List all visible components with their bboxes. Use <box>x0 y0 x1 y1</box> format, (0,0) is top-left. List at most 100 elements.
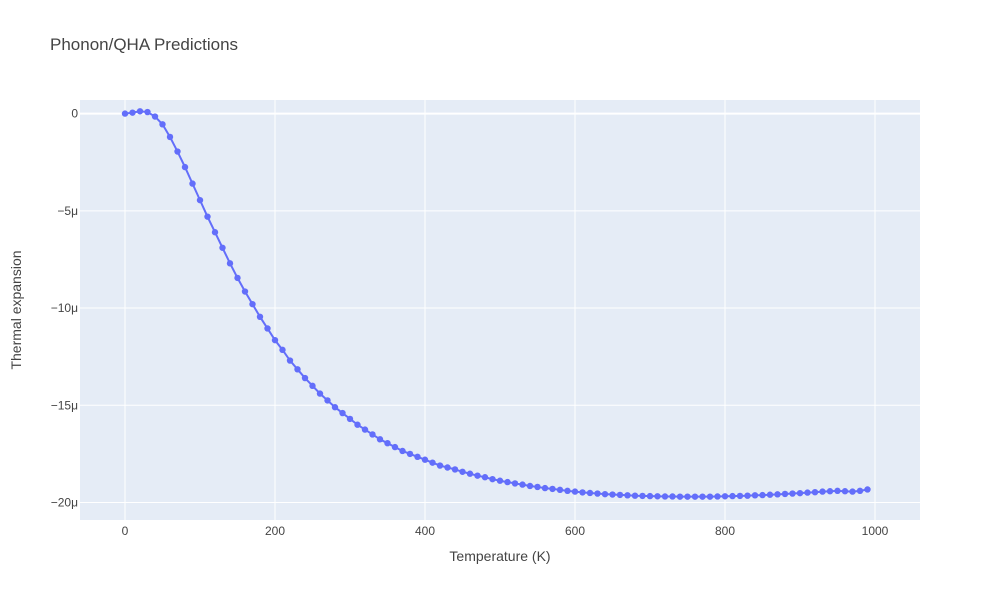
data-point <box>759 491 766 499</box>
data-point <box>474 472 481 479</box>
data-point <box>549 485 556 493</box>
y-tick-label: −20μ <box>51 496 78 510</box>
data-point <box>391 443 399 451</box>
data-point <box>459 468 466 475</box>
data-point <box>129 109 136 116</box>
data-point <box>264 325 271 332</box>
data-point <box>204 213 211 220</box>
data-point <box>669 493 676 500</box>
data-point <box>504 478 511 486</box>
y-axis-title: Thermal expansion <box>8 250 24 369</box>
data-point <box>226 260 234 267</box>
data-point <box>624 492 631 499</box>
data-point <box>421 456 429 463</box>
data-point <box>796 489 804 497</box>
plot-area <box>80 100 920 520</box>
y-axis-ticks: 0 −5μ −10μ −15μ −20μ <box>51 107 79 510</box>
data-point <box>121 110 129 117</box>
data-point <box>189 180 196 187</box>
data-point <box>234 274 241 282</box>
series-markers <box>121 108 871 500</box>
data-point <box>144 108 151 116</box>
chart-title: Phonon/QHA Predictions <box>50 35 238 54</box>
data-point <box>811 488 819 496</box>
y-tick-label: 0 <box>71 107 78 121</box>
data-point <box>781 490 789 498</box>
data-point <box>376 436 384 443</box>
data-point <box>316 390 324 397</box>
data-point <box>856 487 864 495</box>
data-point <box>579 489 586 496</box>
x-tick-label: 600 <box>565 524 585 538</box>
data-point <box>414 453 421 461</box>
y-tick-label: −5μ <box>57 204 78 218</box>
data-point <box>661 493 669 500</box>
data-point <box>406 450 414 458</box>
data-point <box>136 108 144 115</box>
data-point <box>526 482 534 490</box>
data-point <box>166 133 174 141</box>
data-point <box>331 404 339 411</box>
data-point <box>361 426 369 433</box>
data-point <box>211 229 219 236</box>
data-point <box>571 488 579 495</box>
data-point <box>729 492 736 500</box>
data-point <box>601 490 609 498</box>
y-gridlines <box>80 112 920 503</box>
data-point <box>834 487 841 495</box>
data-point <box>369 431 376 438</box>
data-point <box>556 486 564 494</box>
data-point <box>481 474 489 481</box>
data-point <box>489 475 496 483</box>
data-point <box>751 492 759 499</box>
data-point <box>736 492 744 500</box>
y-tick-label: −10μ <box>51 301 78 315</box>
x-tick-label: 800 <box>715 524 735 538</box>
data-point <box>196 196 204 204</box>
series-line <box>124 110 868 498</box>
data-point <box>279 346 286 354</box>
data-point <box>616 491 624 499</box>
data-point <box>819 488 826 495</box>
data-point <box>654 493 661 500</box>
data-point <box>354 421 361 428</box>
data-point <box>609 491 616 498</box>
data-point <box>676 493 684 500</box>
data-point <box>436 462 444 469</box>
data-point <box>594 490 601 497</box>
data-point <box>249 300 256 308</box>
data-point <box>241 288 249 295</box>
data-point <box>841 488 849 495</box>
data-point <box>744 492 751 499</box>
y-tick-label: −15μ <box>51 398 78 412</box>
x-tick-label: 0 <box>122 524 129 538</box>
data-point <box>271 336 279 344</box>
x-tick-label: 200 <box>265 524 285 538</box>
x-gridlines <box>124 100 876 520</box>
data-point <box>684 493 691 500</box>
data-point <box>286 357 294 364</box>
data-point <box>451 466 459 473</box>
data-point <box>339 409 346 417</box>
data-point <box>181 163 189 171</box>
data-point <box>714 493 721 500</box>
data-point <box>849 488 856 495</box>
x-tick-label: 400 <box>415 524 435 538</box>
data-point <box>639 492 646 500</box>
data-point <box>174 148 181 155</box>
data-point <box>346 415 354 423</box>
data-point <box>511 480 519 487</box>
data-point <box>864 486 871 493</box>
data-point <box>646 492 654 500</box>
data-point <box>159 121 166 128</box>
data-point <box>586 489 594 497</box>
data-point <box>384 439 391 447</box>
data-point <box>541 484 549 492</box>
data-point <box>564 487 571 495</box>
x-axis-ticks: 0 200 400 600 800 1000 <box>122 524 889 538</box>
data-point <box>324 397 331 404</box>
data-point <box>631 492 639 499</box>
x-axis-title: Temperature (K) <box>449 548 550 564</box>
data-point <box>466 470 474 477</box>
